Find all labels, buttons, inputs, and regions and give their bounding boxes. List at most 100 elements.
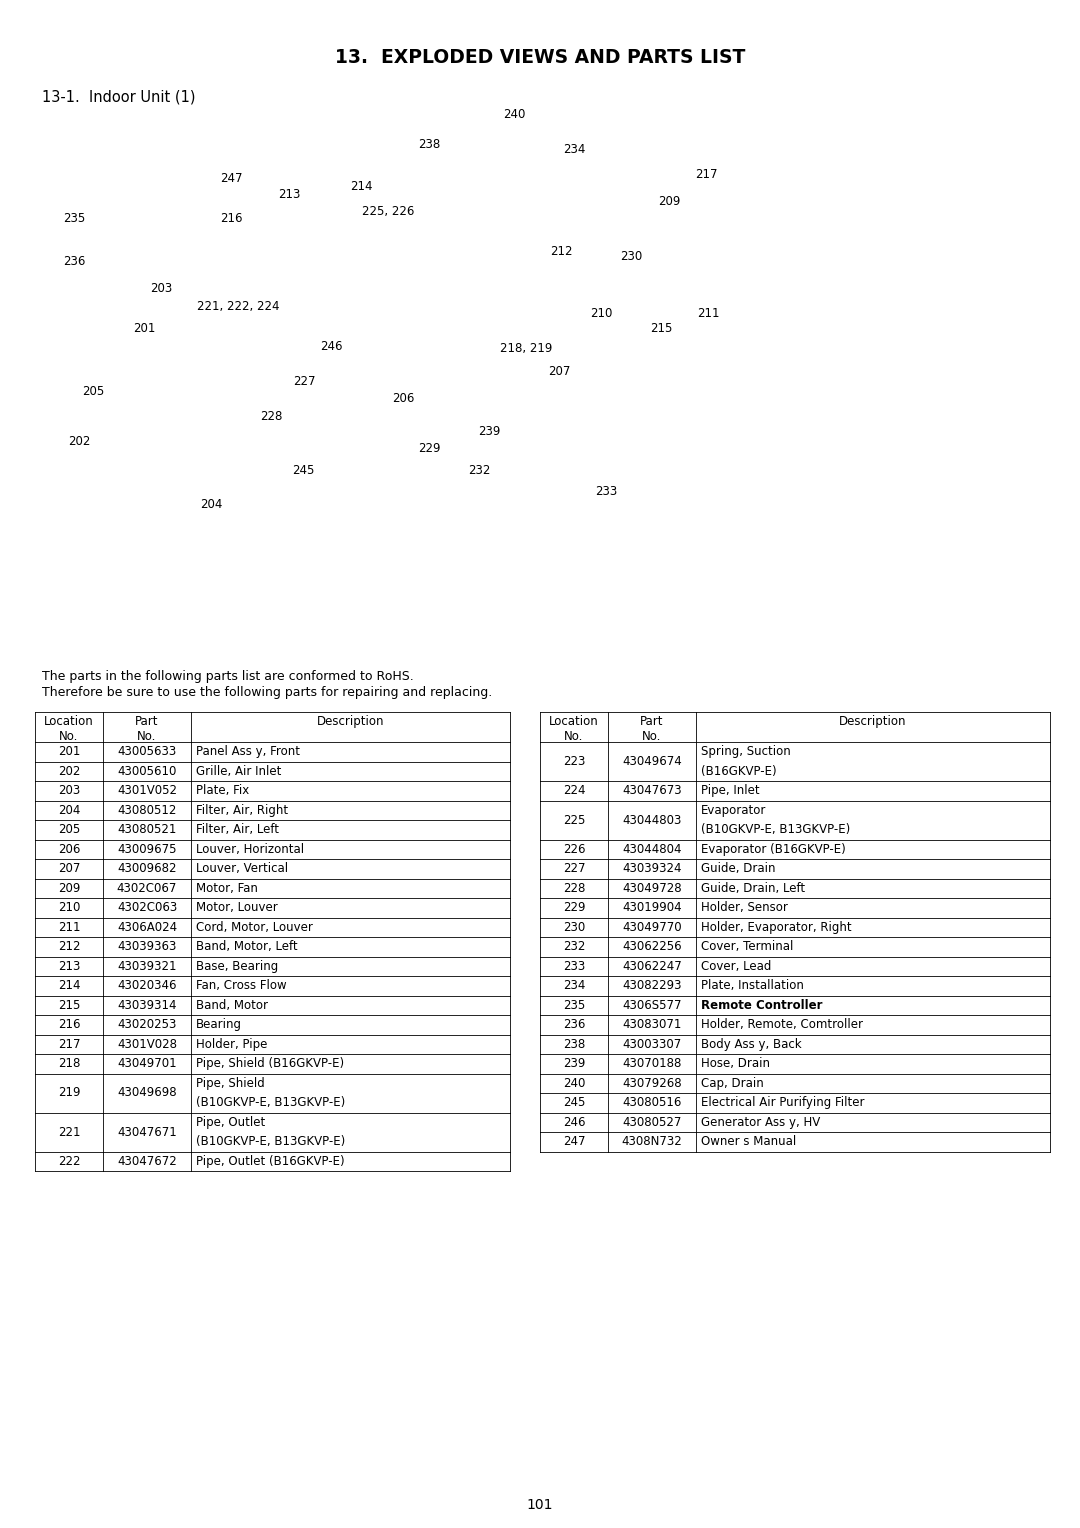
Text: 43062256: 43062256 [622, 940, 681, 953]
Text: 246: 246 [320, 341, 342, 353]
Text: 229: 229 [418, 442, 441, 455]
Text: 13.  EXPLODED VIEWS AND PARTS LIST: 13. EXPLODED VIEWS AND PARTS LIST [335, 47, 745, 67]
Text: 225: 225 [563, 813, 585, 827]
Text: 4302C063: 4302C063 [117, 902, 177, 914]
Text: 213: 213 [278, 188, 300, 202]
Text: 4301V052: 4301V052 [117, 784, 177, 798]
Text: 43039314: 43039314 [118, 999, 177, 1012]
Text: 43020253: 43020253 [118, 1018, 177, 1031]
Text: Evaporator (B16GKVP-E): Evaporator (B16GKVP-E) [701, 843, 846, 856]
Text: 222: 222 [57, 1155, 80, 1167]
Text: 101: 101 [527, 1497, 553, 1513]
Text: Holder, Pipe: Holder, Pipe [195, 1038, 268, 1051]
Text: 228: 228 [563, 882, 585, 895]
Text: 227: 227 [293, 374, 315, 388]
Text: 43070188: 43070188 [622, 1057, 681, 1070]
Text: 202: 202 [68, 435, 91, 448]
Text: 235: 235 [63, 212, 85, 225]
Text: Motor, Louver: Motor, Louver [195, 902, 278, 914]
Text: 43082293: 43082293 [622, 979, 681, 992]
Text: Filter, Air, Left: Filter, Air, Left [195, 824, 279, 836]
Text: 230: 230 [563, 921, 585, 934]
Text: 246: 246 [563, 1115, 585, 1129]
Text: 43083071: 43083071 [622, 1018, 681, 1031]
Text: 226: 226 [563, 843, 585, 856]
Text: Cover, Terminal: Cover, Terminal [701, 940, 794, 953]
Text: Pipe, Inlet: Pipe, Inlet [701, 784, 759, 798]
Text: Cap, Drain: Cap, Drain [701, 1077, 764, 1089]
Text: Cover, Lead: Cover, Lead [701, 960, 771, 973]
Text: 214: 214 [57, 979, 80, 992]
Text: 245: 245 [563, 1096, 585, 1109]
Text: 4308N732: 4308N732 [622, 1135, 683, 1148]
Text: 43039321: 43039321 [118, 960, 177, 973]
Text: Louver, Vertical: Louver, Vertical [195, 862, 288, 876]
Text: Generator Ass y, HV: Generator Ass y, HV [701, 1115, 820, 1129]
Text: 240: 240 [563, 1077, 585, 1089]
Text: 209: 209 [58, 882, 80, 895]
Text: 217: 217 [57, 1038, 80, 1051]
Text: Panel Ass y, Front: Panel Ass y, Front [195, 746, 300, 758]
Text: 43003307: 43003307 [622, 1038, 681, 1051]
Text: 235: 235 [563, 999, 585, 1012]
Text: 217: 217 [696, 168, 717, 180]
Text: Band, Motor: Band, Motor [195, 999, 268, 1012]
Text: Plate, Installation: Plate, Installation [701, 979, 804, 992]
Text: 203: 203 [150, 283, 172, 295]
Text: 201: 201 [58, 746, 80, 758]
Text: 218: 218 [58, 1057, 80, 1070]
Text: 211: 211 [697, 307, 719, 319]
Text: Owner s Manual: Owner s Manual [701, 1135, 796, 1148]
Text: 43039324: 43039324 [622, 862, 681, 876]
Text: 234: 234 [563, 144, 585, 156]
Text: 43062247: 43062247 [622, 960, 681, 973]
Text: 43020346: 43020346 [118, 979, 177, 992]
Text: Grille, Air Inlet: Grille, Air Inlet [195, 764, 282, 778]
Text: 204: 204 [200, 498, 222, 510]
Text: 4306S577: 4306S577 [622, 999, 681, 1012]
Text: Louver, Horizontal: Louver, Horizontal [195, 843, 305, 856]
Text: 216: 216 [220, 212, 243, 225]
Text: 205: 205 [58, 824, 80, 836]
Text: 224: 224 [563, 784, 585, 798]
Text: 4301V028: 4301V028 [117, 1038, 177, 1051]
Text: Plate, Fix: Plate, Fix [195, 784, 249, 798]
Text: 239: 239 [478, 425, 500, 439]
Text: 43019904: 43019904 [622, 902, 681, 914]
Text: 232: 232 [468, 465, 490, 477]
Text: 43049728: 43049728 [622, 882, 681, 895]
Text: Part
No.: Part No. [135, 715, 159, 743]
Text: Body Ass y, Back: Body Ass y, Back [701, 1038, 801, 1051]
Text: 216: 216 [57, 1018, 80, 1031]
Text: 43049770: 43049770 [622, 921, 681, 934]
Text: Filter, Air, Right: Filter, Air, Right [195, 804, 288, 817]
Text: 230: 230 [620, 251, 643, 263]
Text: 43047672: 43047672 [117, 1155, 177, 1167]
Text: 214: 214 [350, 180, 373, 193]
Text: 43049698: 43049698 [118, 1086, 177, 1100]
Text: Holder, Evaporator, Right: Holder, Evaporator, Right [701, 921, 852, 934]
Text: 211: 211 [57, 921, 80, 934]
Text: 236: 236 [63, 255, 85, 267]
Text: 219: 219 [57, 1086, 80, 1100]
Text: 228: 228 [260, 410, 282, 423]
Text: 234: 234 [563, 979, 585, 992]
Text: 236: 236 [563, 1018, 585, 1031]
Text: Location
No.: Location No. [549, 715, 599, 743]
Text: Pipe, Outlet (B16GKVP-E): Pipe, Outlet (B16GKVP-E) [195, 1155, 345, 1167]
Text: Evaporator: Evaporator [701, 804, 767, 817]
Text: 212: 212 [57, 940, 80, 953]
Text: 43047673: 43047673 [622, 784, 681, 798]
Text: 247: 247 [220, 173, 243, 185]
Text: Cord, Motor, Louver: Cord, Motor, Louver [195, 921, 313, 934]
Text: 43080516: 43080516 [622, 1096, 681, 1109]
Text: Therefore be sure to use the following parts for repairing and replacing.: Therefore be sure to use the following p… [42, 686, 492, 698]
Text: 206: 206 [392, 393, 415, 405]
Text: 221, 222, 224: 221, 222, 224 [197, 299, 280, 313]
Text: 13-1.  Indoor Unit (1): 13-1. Indoor Unit (1) [42, 90, 195, 105]
Text: 221: 221 [57, 1126, 80, 1138]
Text: 238: 238 [563, 1038, 585, 1051]
Text: 4302C067: 4302C067 [117, 882, 177, 895]
Text: Electrical Air Purifying Filter: Electrical Air Purifying Filter [701, 1096, 864, 1109]
Text: 227: 227 [563, 862, 585, 876]
